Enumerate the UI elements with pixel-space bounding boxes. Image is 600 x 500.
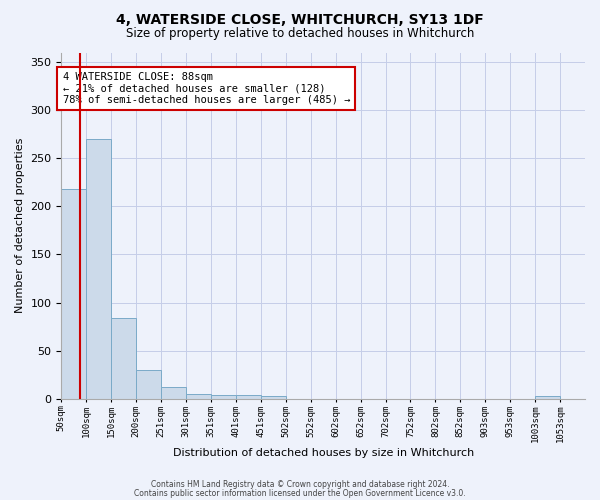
Text: 4, WATERSIDE CLOSE, WHITCHURCH, SY13 1DF: 4, WATERSIDE CLOSE, WHITCHURCH, SY13 1DF	[116, 12, 484, 26]
X-axis label: Distribution of detached houses by size in Whitchurch: Distribution of detached houses by size …	[173, 448, 474, 458]
Bar	[261, 396, 286, 399]
Text: 4 WATERSIDE CLOSE: 88sqm
← 21% of detached houses are smaller (128)
78% of semi-: 4 WATERSIDE CLOSE: 88sqm ← 21% of detach…	[62, 72, 350, 105]
Bar	[535, 396, 560, 399]
Bar	[211, 395, 236, 399]
Bar	[111, 318, 136, 399]
Bar	[61, 189, 86, 399]
Text: Contains public sector information licensed under the Open Government Licence v3: Contains public sector information licen…	[134, 488, 466, 498]
Bar	[86, 139, 111, 399]
Text: Size of property relative to detached houses in Whitchurch: Size of property relative to detached ho…	[126, 28, 474, 40]
Bar	[161, 387, 186, 399]
Text: Contains HM Land Registry data © Crown copyright and database right 2024.: Contains HM Land Registry data © Crown c…	[151, 480, 449, 489]
Bar	[186, 394, 211, 399]
Bar	[236, 395, 261, 399]
Y-axis label: Number of detached properties: Number of detached properties	[15, 138, 25, 314]
Bar	[136, 370, 161, 399]
